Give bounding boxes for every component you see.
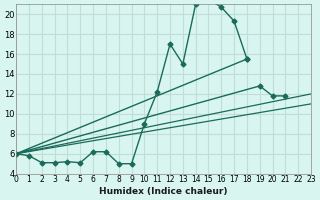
X-axis label: Humidex (Indice chaleur): Humidex (Indice chaleur) <box>99 187 228 196</box>
